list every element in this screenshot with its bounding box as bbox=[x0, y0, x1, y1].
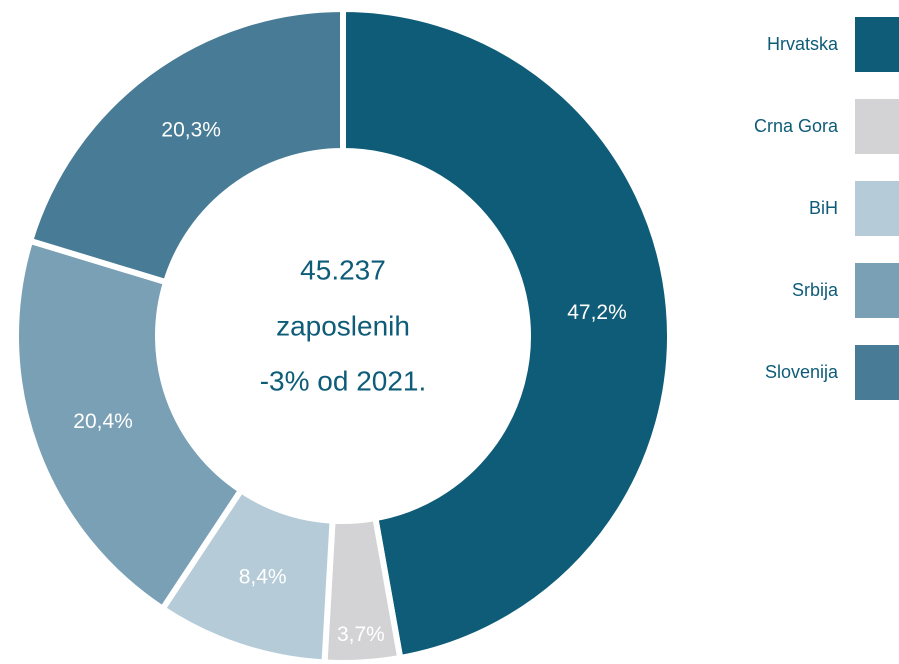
legend-swatch bbox=[855, 181, 899, 236]
slice-label: 20,4% bbox=[73, 410, 133, 433]
legend-label: Slovenija bbox=[765, 362, 839, 382]
legend-swatch bbox=[855, 345, 899, 400]
legend-label: Hrvatska bbox=[767, 34, 839, 54]
slice-label: 20,3% bbox=[161, 119, 221, 142]
donut: 47,2% 3,7% 8,4% 20,4% 20,3% bbox=[13, 5, 673, 664]
slice bbox=[13, 237, 246, 613]
legend-label: BiH bbox=[809, 198, 838, 218]
center-text: -3% od 2021. bbox=[260, 365, 427, 396]
slice-label: 8,4% bbox=[239, 566, 287, 589]
legend-swatch bbox=[855, 17, 899, 72]
legend-label: Srbija bbox=[792, 280, 839, 300]
legend-swatch bbox=[855, 99, 899, 154]
legend-swatch bbox=[855, 263, 899, 318]
center-text: zaposlenih bbox=[276, 310, 410, 341]
center-text: 45.237 bbox=[300, 254, 386, 285]
slice bbox=[340, 5, 673, 662]
legend: Hrvatska Crna Gora BiH Srbija Slovenija bbox=[754, 17, 899, 400]
slice-label: 3,7% bbox=[337, 623, 385, 646]
slice-label: 47,2% bbox=[567, 301, 627, 324]
legend-label: Crna Gora bbox=[754, 116, 839, 136]
slice bbox=[26, 5, 346, 286]
